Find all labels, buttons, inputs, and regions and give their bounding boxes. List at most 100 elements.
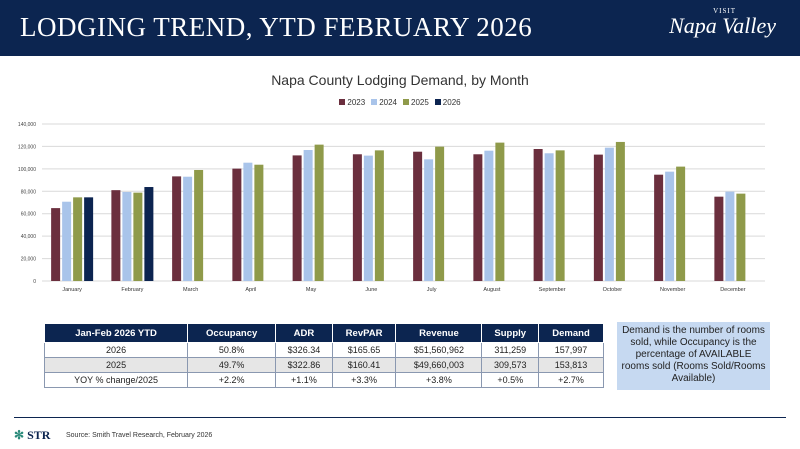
table-cell: 153,813 — [538, 357, 604, 373]
bar-2024-may — [303, 150, 313, 281]
ytd-table: Jan-Feb 2026 YTD Occupancy ADR RevPAR Revenu… — [43, 323, 604, 388]
bar-2024-december — [725, 191, 735, 281]
bar-2025-september — [555, 150, 565, 281]
bar-2024-september — [544, 153, 554, 281]
bar-2025-march — [194, 169, 204, 281]
table-cell: $165.65 — [331, 342, 397, 358]
bar-2024-february — [122, 191, 132, 281]
legend-item-2025: 2025 — [403, 98, 429, 107]
table-cell: 2026 — [43, 342, 189, 358]
str-logo: ✻ STR — [14, 428, 51, 442]
table-cell: $326.34 — [275, 342, 333, 358]
y-tick-label: 0 — [33, 279, 36, 285]
bar-2025-july — [435, 146, 445, 281]
chart-title: Napa County Lodging Demand, by Month — [271, 72, 529, 88]
legend-item-2026: 2026 — [434, 98, 461, 107]
table-cell: 309,573 — [481, 357, 540, 373]
bar-2023-july — [413, 151, 423, 281]
bar-2025-january — [73, 197, 83, 281]
napa-valley-logo: VISIT Napa Valley — [669, 7, 776, 38]
bar-2025-october — [615, 141, 625, 281]
x-tick-label: December — [720, 287, 746, 293]
column-header: Jan-Feb 2026 YTD — [43, 323, 189, 343]
x-tick-label: October — [603, 287, 623, 293]
column-header: Occupancy — [187, 323, 277, 343]
y-tick-label: 140,000 — [18, 122, 36, 128]
table-cell: +2.2% — [187, 372, 277, 388]
column-header: RevPAR — [331, 323, 397, 343]
column-header: Supply — [481, 323, 540, 343]
y-tick-label: 120,000 — [18, 144, 36, 150]
table-row: YOY % change/2025 +2.2% +1.1% +3.3% +3.8% +0.… — [43, 372, 604, 388]
bar-2024-august — [484, 150, 494, 281]
table-row: 2026 50.8% $326.34 $165.65 $51,560,962 311,25… — [43, 342, 604, 358]
legend-item-2023: 2023 — [339, 98, 365, 107]
x-tick-label: June — [365, 287, 377, 293]
bar-2024-november — [665, 171, 675, 281]
legend-item-2024: 2024 — [371, 98, 397, 107]
table-cell: +1.1% — [275, 372, 333, 388]
bar-2024-january — [62, 201, 72, 281]
bar-2024-october — [604, 147, 614, 281]
footer-divider — [14, 417, 786, 418]
bar-2024-april — [243, 162, 253, 281]
table-row: 2025 49.7% $322.86 $160.41 $49,660,003 309,57… — [43, 357, 604, 373]
bar-2023-november — [654, 174, 664, 281]
definition-note: Demand is the number of rooms sold, whil… — [617, 322, 770, 390]
table-header-row: Jan-Feb 2026 YTD Occupancy ADR RevPAR Revenu… — [43, 323, 604, 343]
x-tick-label: November — [660, 287, 686, 293]
bar-2023-february — [111, 190, 121, 281]
table-cell: +0.5% — [481, 372, 540, 388]
x-tick-label: September — [539, 287, 566, 293]
x-tick-label: January — [62, 287, 82, 293]
x-tick-label: May — [306, 287, 317, 293]
bar-2025-may — [314, 144, 324, 281]
y-tick-label: 100,000 — [18, 167, 36, 173]
table-cell: $49,660,003 — [395, 357, 483, 373]
y-tick-label: 60,000 — [21, 212, 37, 218]
x-tick-label: August — [483, 287, 501, 293]
bar-2023-august — [473, 154, 483, 281]
table-cell: 50.8% — [187, 342, 277, 358]
bar-2025-june — [374, 150, 384, 281]
x-tick-label: July — [427, 287, 437, 293]
y-tick-label: 20,000 — [21, 257, 37, 263]
bar-2025-april — [254, 164, 264, 281]
bar-2025-august — [495, 142, 505, 281]
column-header: ADR — [275, 323, 333, 343]
bar-2024-march — [183, 176, 193, 281]
bar-2023-april — [232, 168, 242, 281]
y-tick-label: 40,000 — [21, 234, 37, 240]
table-cell: 157,997 — [538, 342, 604, 358]
table-cell: +2.7% — [538, 372, 604, 388]
table-cell: $51,560,962 — [395, 342, 483, 358]
bar-2026-january — [84, 197, 94, 281]
bar-2023-october — [593, 154, 603, 281]
bar-2023-january — [51, 208, 61, 281]
x-tick-label: April — [245, 287, 256, 293]
table-cell: 311,259 — [481, 342, 540, 358]
bar-chart: 0 20,000 40,000 60,000 80,000 100,000 120,000 1… — [18, 122, 765, 293]
bar-2025-november — [676, 166, 686, 281]
bar-2024-june — [363, 155, 373, 281]
source-text: Source: Smith Travel Research, February … — [66, 432, 213, 439]
y-tick-label: 80,000 — [21, 189, 37, 195]
table-cell: $322.86 — [275, 357, 333, 373]
bar-2025-december — [736, 193, 746, 281]
table-cell: +3.8% — [395, 372, 483, 388]
bar-2023-december — [714, 196, 724, 281]
table-cell: 2025 — [43, 357, 189, 373]
column-header: Revenue — [395, 323, 483, 343]
table-cell: $160.41 — [331, 357, 397, 373]
bar-2026-february — [144, 187, 154, 281]
bar-2023-march — [172, 176, 182, 281]
x-tick-label: February — [121, 287, 143, 293]
bar-2025-february — [133, 192, 143, 281]
bar-2023-may — [292, 155, 302, 281]
bar-2024-july — [424, 159, 434, 281]
table-cell: YOY % change/2025 — [43, 372, 189, 388]
header-bar: LODGING TREND, YTD FEBRUARY 2026 VISIT Na… — [0, 0, 800, 56]
table-cell: 49.7% — [187, 357, 277, 373]
table-cell: +3.3% — [331, 372, 397, 388]
column-header: Demand — [538, 323, 604, 343]
